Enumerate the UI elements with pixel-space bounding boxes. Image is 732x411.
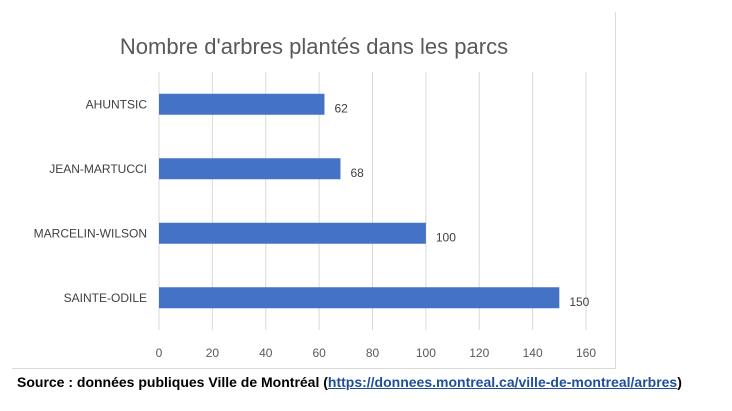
- x-tick-label: 140: [523, 346, 543, 360]
- bar: [159, 93, 325, 115]
- data-label: 150: [569, 295, 589, 309]
- data-label: 68: [350, 166, 364, 180]
- x-tick-label: 20: [206, 346, 220, 360]
- bar: [159, 287, 560, 309]
- x-tick-label: 80: [366, 346, 380, 360]
- category-label: SAINTE-ODILE: [64, 291, 147, 305]
- x-tick-label: 160: [576, 346, 596, 360]
- x-tick-label: 60: [312, 346, 326, 360]
- bar-chart: 0 20 40 60 80 100 120 140 160 AHUNTSIC 62 JEAN-MART…: [34, 72, 597, 360]
- source-prefix: Source : données publiques Ville de Mont…: [17, 374, 328, 390]
- category-label: AHUNTSIC: [86, 97, 148, 111]
- bar: [159, 158, 341, 180]
- source-link[interactable]: https://donnees.montreal.ca/ville-de-mon…: [327, 374, 678, 390]
- chart-title: Nombre d'arbres plantés dans les parcs: [119, 34, 509, 59]
- x-tick-label: 40: [259, 346, 273, 360]
- x-tick-label: 100: [416, 346, 436, 360]
- data-label: 100: [436, 230, 456, 244]
- gridlines: [158, 72, 587, 330]
- bars: [159, 93, 560, 309]
- chart-area: Nombre d'arbres plantés dans les parcs 0…: [12, 12, 616, 369]
- labels: 0 20 40 60 80 100 120 140 160 AHUNTSIC 62 JEAN-MART…: [34, 97, 597, 360]
- source-caption: Source : données publiques Ville de Mont…: [17, 374, 682, 390]
- bar: [159, 222, 426, 244]
- category-label: JEAN-MARTUCCI: [49, 162, 147, 176]
- x-tick-label: 120: [469, 346, 489, 360]
- x-tick-label: 0: [156, 346, 163, 360]
- category-label: MARCELIN-WILSON: [34, 226, 147, 240]
- data-label: 62: [334, 101, 348, 115]
- source-suffix: ): [677, 374, 682, 390]
